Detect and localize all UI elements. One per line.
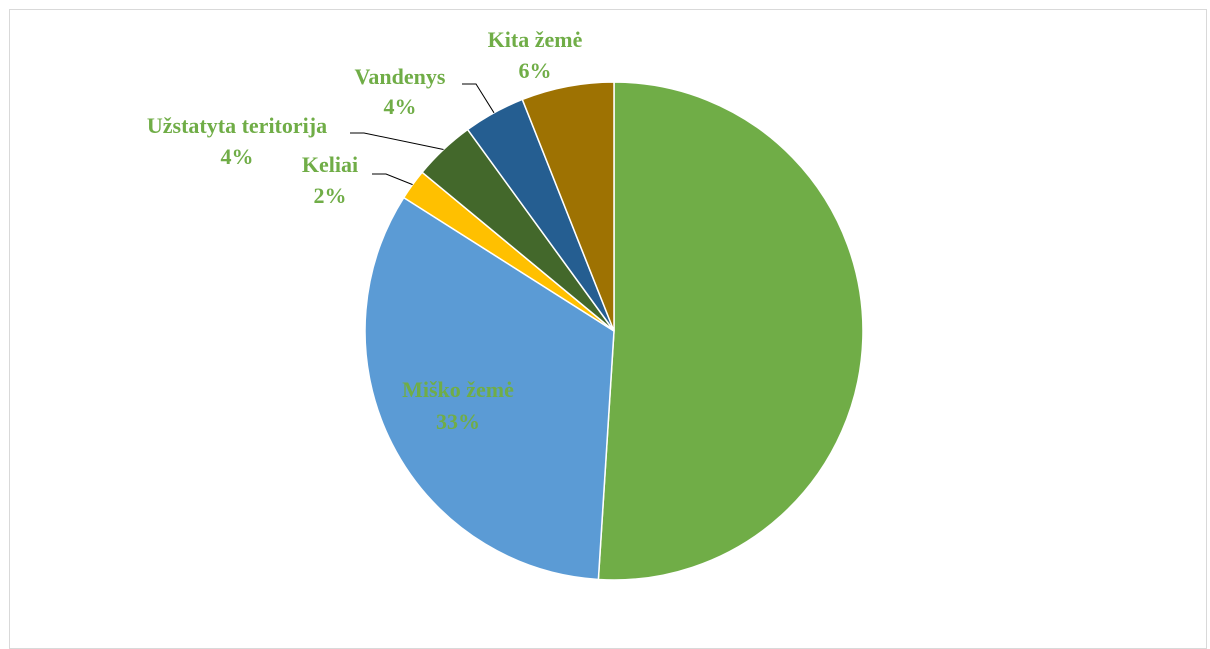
label-keliai: Keliai	[302, 152, 358, 177]
pct-keliai: 2%	[314, 183, 347, 208]
slice-misko-zeme	[364, 196, 615, 581]
label-kita-zeme: Kita žemė	[488, 27, 583, 52]
pct-kita-zeme: 6%	[519, 58, 552, 83]
pie-slices	[364, 81, 864, 581]
leader-vandenys	[462, 83, 495, 114]
pct-uzstatyta-teritorija: 4%	[221, 144, 254, 169]
pct-misko-zeme: 33%	[436, 409, 480, 434]
label-uzstatyta-teritorija: Užstatyta teritorija	[147, 113, 327, 138]
slice-other	[597, 81, 864, 581]
slice-kita-zeme	[521, 81, 615, 332]
pct-vandenys: 4%	[384, 94, 417, 119]
leader-uzstatyta-teritorija	[350, 132, 444, 150]
label-vandenys: Vandenys	[355, 64, 446, 89]
leader-lines	[350, 83, 495, 186]
label-misko-zeme: Miško žemė	[402, 377, 514, 402]
leader-keliai	[372, 173, 413, 186]
